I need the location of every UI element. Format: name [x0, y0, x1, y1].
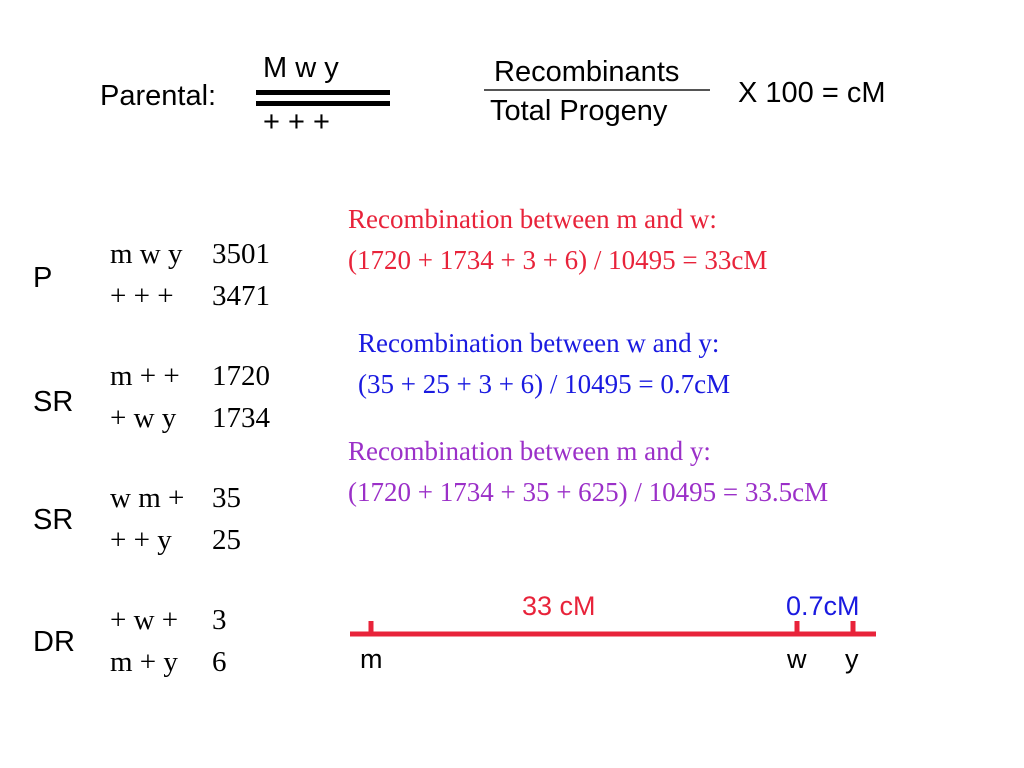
calc-w-y-expression: (35 + 25 + 3 + 6) / 10495 = 0.7cM — [358, 369, 731, 399]
formula-denominator: Total Progeny — [490, 95, 668, 127]
chromosome-line-top — [256, 90, 390, 95]
progeny-count: 3 — [212, 604, 227, 636]
class-label-single-recombinant: SR — [33, 386, 74, 418]
progeny-count: 1734 — [212, 402, 270, 434]
calc-m-y-title: Recombination between m and y: — [348, 436, 711, 466]
chromosome-line-bottom — [256, 101, 390, 106]
calc-w-y-title: Recombination between w and y: — [358, 328, 720, 358]
gene-label-y: y — [845, 644, 859, 674]
genotype: m + + — [110, 360, 180, 392]
progeny-count: 1720 — [212, 360, 270, 392]
calc-m-w-title: Recombination between m and w: — [348, 204, 717, 234]
progeny-count: 35 — [212, 482, 241, 514]
formula-fraction-bar — [484, 89, 710, 91]
genotype: + + y — [110, 524, 172, 556]
calc-m-w-expression: (1720 + 1734 + 3 + 6) / 10495 = 33cM — [348, 245, 768, 275]
calc-m-y-expression: (1720 + 1734 + 35 + 625) / 10495 = 33.5c… — [348, 477, 829, 507]
formula-multiplier: X 100 = cM — [738, 77, 886, 109]
genotype: m w y — [110, 238, 183, 270]
genotype: m + y — [110, 646, 178, 678]
gene-label-w: w — [787, 644, 807, 674]
bottom-chromosome-genotype: + + + — [263, 106, 330, 138]
parental-label: Parental: — [100, 80, 217, 112]
progeny-count: 25 — [212, 524, 241, 556]
interval-label-m-w: 33 cM — [522, 591, 596, 621]
genotype: + + + — [110, 280, 174, 312]
genotype: w m + — [110, 482, 185, 514]
genotype: + w + — [110, 604, 179, 636]
gene-label-m: m — [360, 644, 383, 674]
formula-numerator: Recombinants — [494, 56, 680, 88]
progeny-count: 3501 — [212, 238, 270, 270]
progeny-count: 3471 — [212, 280, 270, 312]
progeny-count: 6 — [212, 646, 227, 678]
class-label-single-recombinant: SR — [33, 504, 74, 536]
class-label-parental: P — [33, 262, 53, 294]
top-chromosome-genotype: M w y — [263, 52, 339, 84]
interval-label-w-y: 0.7cM — [786, 591, 860, 621]
class-label-double-recombinant: DR — [33, 626, 75, 658]
genotype: + w y — [110, 402, 177, 434]
